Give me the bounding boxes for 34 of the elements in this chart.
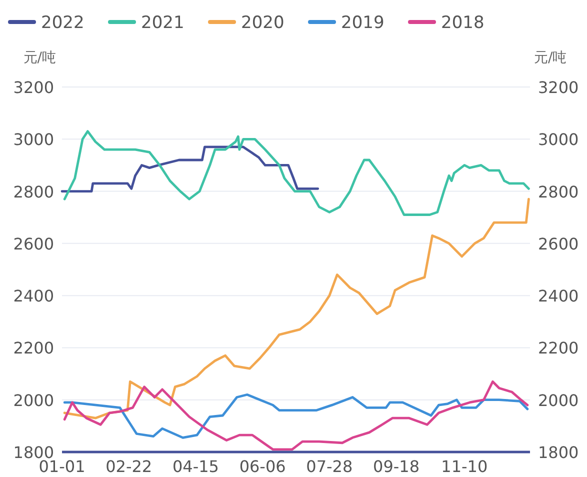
- legend-label: 2022: [41, 13, 84, 33]
- y2-tick-label: 2000: [538, 390, 579, 410]
- y-tick-label: 2800: [13, 182, 54, 202]
- x-tick-label: 01-01: [38, 457, 86, 476]
- y2-tick-label: 2600: [538, 234, 579, 254]
- x-tick-label: 06-06: [239, 457, 286, 476]
- y-tick-label: 2600: [13, 234, 54, 254]
- line-series: [63, 380, 529, 451]
- y-tick-label: 2000: [13, 390, 54, 410]
- x-tick-label: 11-10: [441, 457, 488, 476]
- x-tick-label: 09-18: [373, 457, 420, 476]
- y2-tick-label: 2400: [538, 286, 579, 306]
- y-tick-label: 2200: [13, 338, 54, 358]
- x-tick-label: 02-22: [106, 457, 152, 476]
- y-tick-label: 2400: [13, 286, 54, 306]
- y2-tick-label: 2200: [538, 338, 579, 358]
- line-series: [60, 146, 320, 192]
- y2-tick-label: 2800: [538, 182, 579, 202]
- y-axis-title: 元/吨: [23, 50, 56, 66]
- y-tick-label: 3000: [13, 130, 54, 150]
- y2-tick-label: 3000: [538, 130, 579, 150]
- y2-axis-title: 元/吨: [534, 50, 567, 66]
- x-tick-label: 04-15: [172, 457, 219, 476]
- legend-label: 2021: [141, 13, 184, 33]
- line-series: [63, 393, 529, 439]
- y2-tick-label: 1800: [538, 443, 579, 462]
- legend-label: 2019: [341, 13, 384, 33]
- y-tick-label: 3200: [13, 78, 54, 97]
- legend-label: 2020: [241, 13, 284, 33]
- x-tick-label: 07-28: [306, 457, 353, 476]
- legend-label: 2018: [441, 13, 484, 33]
- y2-tick-label: 3200: [538, 78, 579, 97]
- line-series: [63, 198, 530, 420]
- line-series: [63, 130, 530, 216]
